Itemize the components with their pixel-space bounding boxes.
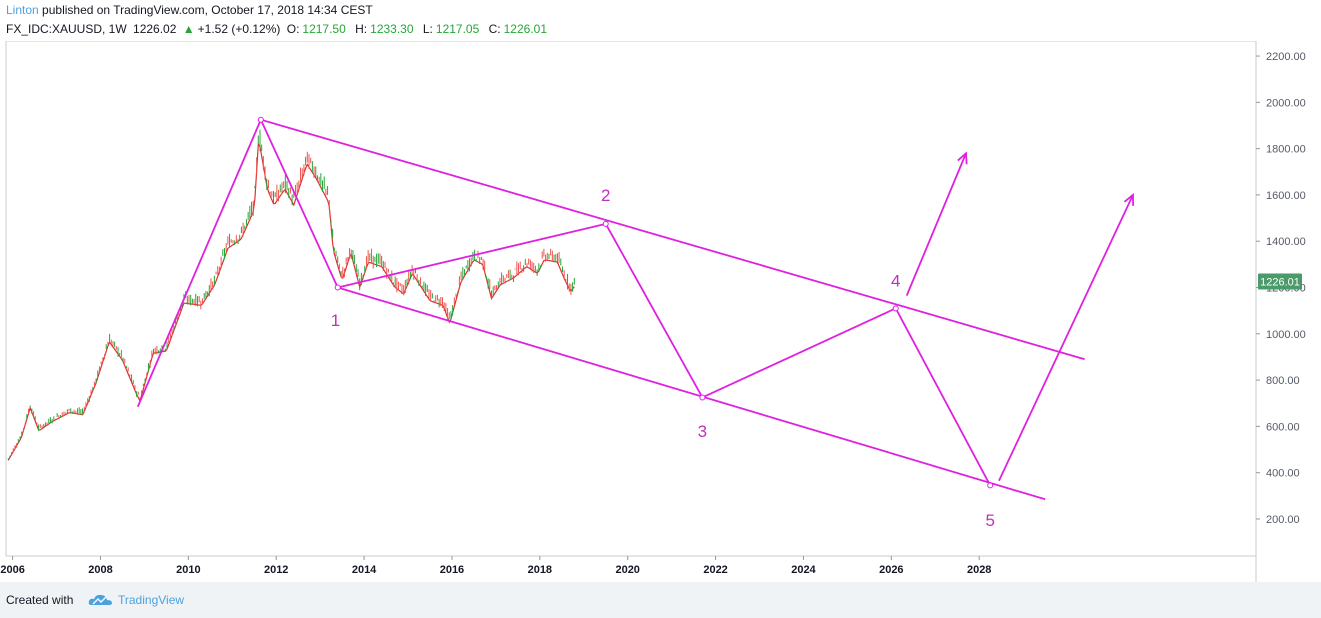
y-tick-label: 1400.00 [1266,236,1306,248]
y-tick-label: 1800.00 [1266,144,1306,156]
y-tick-label: 1000.00 [1266,329,1306,341]
x-tick-label: 2016 [440,564,464,576]
wave-anchor-point[interactable] [602,220,609,227]
channel-lower-line[interactable] [337,286,1046,501]
y-tick-label: 800.00 [1266,375,1300,387]
x-tick-label: 2024 [791,564,816,576]
y-tick-label: 200.00 [1266,514,1300,526]
wave-leg-1-2[interactable] [337,222,606,289]
last-price: 1226.02 [133,22,177,36]
open-value: 1217.50 [302,22,346,36]
last-price-badge: 1226.01 [1258,273,1302,290]
y-tick-label: 2000.00 [1266,97,1306,109]
wave-leg-2-3[interactable] [604,223,704,398]
wave-arrow-lower-head[interactable] [1123,193,1135,206]
wave-label: 3 [698,422,707,441]
chart-header: Linton published on TradingView.com, Oct… [0,0,1321,42]
x-tick-label: 2028 [967,564,991,576]
open-label: O: [286,22,300,36]
wave-drawing-layer[interactable]: 1 2 3 4 5 [136,116,1135,530]
x-tick-label: 2018 [528,564,552,576]
x-tick-label: 2026 [879,564,903,576]
wave-anchor-point[interactable] [334,284,341,291]
symbol-label[interactable]: FX_IDC:XAUUSD, 1W [6,22,127,36]
high-value: 1233.30 [370,22,414,36]
wave-leg-4-5[interactable] [894,307,991,486]
author-link[interactable]: Linton [6,3,39,17]
last-price-badge-label: 1226.01 [1260,276,1300,288]
wave-anchor-point[interactable] [987,482,994,489]
up-arrow-icon: ▲ [182,22,195,36]
price-axis[interactable]: 200.00400.00600.00800.001000.001200.0014… [1256,51,1306,526]
close-label: C: [488,22,501,36]
high-label: H: [355,22,368,36]
wave-label: 4 [891,271,900,290]
tradingview-brand-link[interactable]: TradingView [118,593,185,607]
wave-label: 5 [985,511,994,530]
x-tick-label: 2020 [615,564,639,576]
x-tick-label: 2010 [176,564,200,576]
chart-canvas[interactable]: 1 2 3 4 5 200.00 400.00 600.00 800.00 1000.00 1 20… [0,41,1321,582]
created-with-text: Created with [6,593,74,607]
close-value: 1226.01 [503,22,548,36]
wave-arrow-lower[interactable] [998,194,1134,482]
channel-upper-line[interactable] [260,118,1085,361]
y-tick-label: 2200.00 [1266,51,1306,63]
wave-leg-3-4[interactable] [702,307,897,399]
price-change: +1.52 (+0.12%) [197,22,281,36]
wave-anchor-point[interactable] [699,394,706,401]
wave-arrow-upper[interactable] [905,152,967,296]
y-tick-label: 1600.00 [1266,190,1306,202]
footer: Created with TradingView [0,582,1321,618]
wave-label: 2 [601,186,610,205]
plot-area[interactable] [5,41,1257,557]
wave-leg-0[interactable] [136,119,262,408]
x-tick-label: 2006 [0,564,24,576]
ohlc-bar: FX_IDC:XAUUSD, 1W 1226.02 ▲ +1.52 (+0.12%… [6,22,553,36]
published-text: published on TradingView.com, October 17… [42,3,373,17]
last-price-badge-box [1258,273,1302,290]
wave-anchor-point[interactable] [257,116,264,123]
y-tick-label: 600.00 [1266,421,1300,433]
wave-arrow-upper-head[interactable] [957,151,968,165]
time-axis[interactable]: 2006 2008 2010 2012 2014 2016 2018 2020 2022 2024… [0,556,991,576]
low-value: 1217.05 [435,22,480,36]
x-tick-label: 2012 [264,564,288,576]
price-series-layer [7,129,575,460]
wave-anchor-point[interactable] [892,305,899,312]
tradingview-cloud-icon [88,594,112,605]
publish-info: Linton published on TradingView.com, Oct… [6,3,373,17]
y-tick-label: 400.00 [1266,468,1300,480]
wave-label: 1 [331,311,340,330]
low-label: L: [422,22,433,36]
x-tick-label: 2014 [352,564,377,576]
x-tick-label: 2008 [88,564,112,576]
x-tick-label: 2022 [703,564,727,576]
wave-leg-a[interactable] [260,119,339,288]
